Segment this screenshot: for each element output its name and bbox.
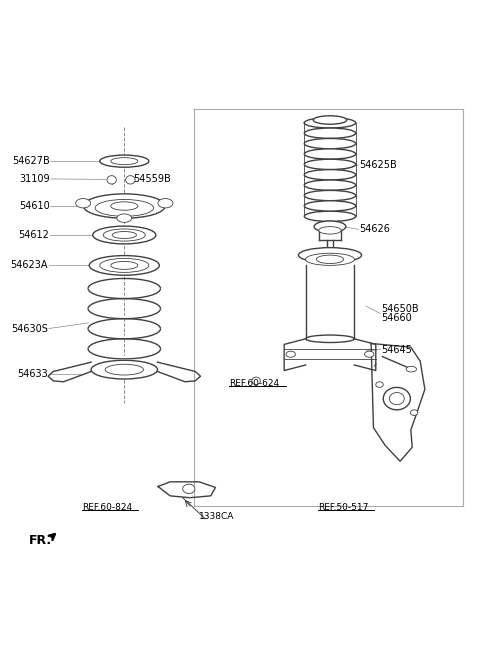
Ellipse shape (316, 255, 344, 263)
Text: REF.50-517: REF.50-517 (318, 503, 369, 512)
Text: 54627B: 54627B (12, 156, 49, 166)
Ellipse shape (410, 410, 418, 415)
Ellipse shape (286, 351, 295, 357)
Ellipse shape (100, 155, 149, 168)
Ellipse shape (306, 335, 354, 342)
Ellipse shape (304, 149, 356, 159)
Text: 54559B: 54559B (133, 174, 171, 184)
Ellipse shape (107, 175, 116, 184)
Text: 54650B: 54650B (382, 304, 419, 314)
Text: 54610: 54610 (19, 201, 49, 211)
Ellipse shape (112, 231, 136, 238)
Ellipse shape (299, 248, 361, 263)
Ellipse shape (365, 351, 374, 357)
Ellipse shape (95, 200, 154, 216)
Ellipse shape (117, 214, 132, 222)
Text: 54625B: 54625B (360, 160, 397, 170)
Ellipse shape (304, 180, 356, 191)
Text: 54630S: 54630S (11, 323, 48, 334)
Text: 54645: 54645 (382, 344, 412, 355)
Ellipse shape (252, 377, 260, 384)
Ellipse shape (100, 258, 149, 273)
Text: FR.: FR. (28, 534, 51, 547)
Ellipse shape (93, 226, 156, 244)
Ellipse shape (126, 175, 135, 184)
Ellipse shape (111, 202, 138, 210)
Ellipse shape (305, 253, 355, 265)
Ellipse shape (319, 227, 341, 234)
Text: REF.60-824: REF.60-824 (82, 503, 132, 512)
Text: 54660: 54660 (382, 313, 412, 323)
Ellipse shape (304, 118, 356, 128)
Ellipse shape (304, 139, 356, 148)
Ellipse shape (304, 191, 356, 200)
Text: 54623A: 54623A (11, 260, 48, 271)
Ellipse shape (383, 388, 410, 410)
Ellipse shape (389, 392, 404, 405)
Ellipse shape (313, 116, 347, 124)
Ellipse shape (304, 201, 356, 211)
Ellipse shape (304, 211, 356, 221)
Text: 1338CA: 1338CA (199, 512, 234, 522)
Text: 54612: 54612 (19, 230, 49, 240)
Ellipse shape (376, 382, 383, 388)
Ellipse shape (111, 158, 138, 165)
Text: REF.60-624: REF.60-624 (229, 379, 279, 388)
Ellipse shape (111, 261, 138, 269)
Ellipse shape (304, 170, 356, 180)
Ellipse shape (158, 198, 173, 208)
Ellipse shape (103, 229, 145, 241)
Ellipse shape (183, 484, 195, 493)
Text: 54633: 54633 (17, 369, 48, 379)
Ellipse shape (84, 194, 165, 218)
Ellipse shape (314, 221, 346, 232)
Ellipse shape (91, 360, 157, 379)
Ellipse shape (105, 364, 144, 375)
Ellipse shape (304, 128, 356, 139)
Ellipse shape (406, 367, 417, 372)
Text: 54626: 54626 (360, 225, 390, 235)
Ellipse shape (89, 256, 159, 275)
Ellipse shape (304, 159, 356, 170)
Text: 31109: 31109 (19, 174, 49, 184)
Ellipse shape (76, 198, 91, 208)
